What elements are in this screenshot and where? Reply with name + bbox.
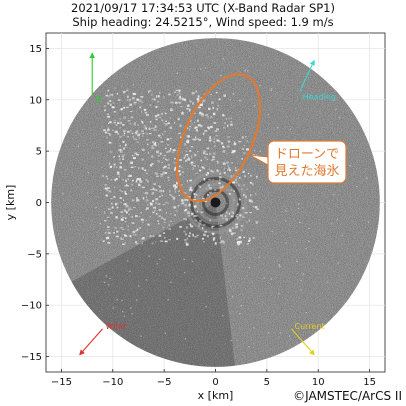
y-tick-label: −5 (27, 249, 42, 260)
y-axis-label: y [km] (4, 185, 17, 221)
y-tick-label: 15 (29, 44, 42, 55)
radar-center-blank (210, 197, 221, 208)
y-tick-label: −15 (21, 352, 42, 363)
y-tick-label: 5 (36, 147, 42, 158)
copyright-credit: ©JAMSTEC/ArCS II (293, 389, 402, 403)
x-tick-label: −10 (102, 377, 123, 388)
ice-echoes (62, 58, 370, 348)
x-tick-label: 0 (212, 377, 218, 388)
sea-ice-ellipse (176, 73, 262, 203)
current-arrow-label: Current (295, 322, 325, 331)
radar-near-ring (202, 189, 229, 216)
y-tick-label: −10 (21, 301, 42, 312)
x-tick-label: −15 (51, 377, 72, 388)
callout-box (267, 140, 347, 184)
x-axis-label: x [km] (198, 389, 234, 402)
radar-near-ring (196, 183, 235, 222)
axis-ticks: −15 −10 −5 0 5 10 15 −15 −10 −5 0 5 10 15 (21, 44, 376, 388)
current-arrow (291, 328, 315, 356)
x-tick-label: 15 (363, 377, 376, 388)
direction-arrows: N Heading Wind Current (79, 52, 336, 356)
heading-arrow-label: Heading (303, 93, 336, 102)
chart-subtitle: Ship heading: 24.5215°, Wind speed: 1.9 … (72, 15, 334, 29)
callout-text-line2: 見えた海氷 (274, 164, 339, 179)
radar-near-ring (184, 171, 247, 234)
x-tick-label: −5 (157, 377, 172, 388)
radar-near-ring (190, 177, 241, 228)
n-arrow-label: N (95, 96, 101, 105)
y-tick-label: 10 (29, 95, 42, 106)
wind-arrow (79, 328, 103, 356)
y-tick-label: 0 (36, 198, 42, 209)
callout-text-line1: ドローンで (275, 147, 339, 162)
chart-title: 2021/09/17 17:34:53 UTC (X-Band Radar SP… (71, 1, 335, 15)
radar-echo-image (51, 38, 380, 367)
x-tick-label: 5 (264, 377, 270, 388)
heading-arrow (299, 59, 315, 92)
x-tick-label: 10 (312, 377, 325, 388)
wind-arrow-label: Wind (106, 322, 126, 331)
